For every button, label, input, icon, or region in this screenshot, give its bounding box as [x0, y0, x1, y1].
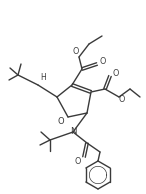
Text: O: O	[75, 158, 81, 166]
Text: O: O	[113, 68, 119, 77]
Text: H: H	[40, 73, 46, 81]
Text: N: N	[70, 127, 76, 137]
Text: O: O	[73, 48, 79, 56]
Text: O: O	[119, 95, 125, 105]
Text: O: O	[58, 118, 64, 126]
Text: O: O	[100, 57, 106, 67]
